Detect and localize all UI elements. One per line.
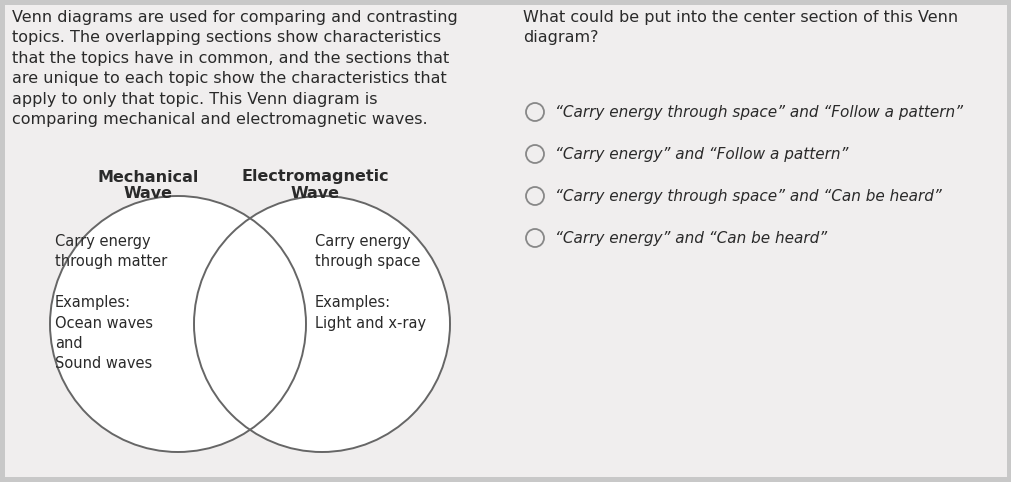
Text: Mechanical: Mechanical [97, 170, 198, 185]
Circle shape [50, 196, 305, 452]
FancyBboxPatch shape [5, 5, 509, 477]
FancyBboxPatch shape [508, 5, 1006, 477]
Text: “Carry energy through space” and “Can be heard”: “Carry energy through space” and “Can be… [554, 188, 941, 203]
Text: Carry energy
through matter

Examples:
Ocean waves
and
Sound waves: Carry energy through matter Examples: Oc… [55, 234, 167, 372]
Text: “Carry energy” and “Can be heard”: “Carry energy” and “Can be heard” [554, 230, 826, 245]
Text: What could be put into the center section of this Venn
diagram?: What could be put into the center sectio… [523, 10, 957, 45]
Text: “Carry energy” and “Follow a pattern”: “Carry energy” and “Follow a pattern” [554, 147, 847, 161]
Text: Venn diagrams are used for comparing and contrasting
topics. The overlapping sec: Venn diagrams are used for comparing and… [12, 10, 457, 127]
Circle shape [194, 196, 450, 452]
Text: Wave: Wave [290, 187, 339, 201]
Text: Wave: Wave [123, 187, 172, 201]
Text: “Carry energy through space” and “Follow a pattern”: “Carry energy through space” and “Follow… [554, 105, 962, 120]
Text: Carry energy
through space

Examples:
Light and x-ray: Carry energy through space Examples: Lig… [314, 234, 426, 331]
Text: Electromagnetic: Electromagnetic [241, 170, 388, 185]
